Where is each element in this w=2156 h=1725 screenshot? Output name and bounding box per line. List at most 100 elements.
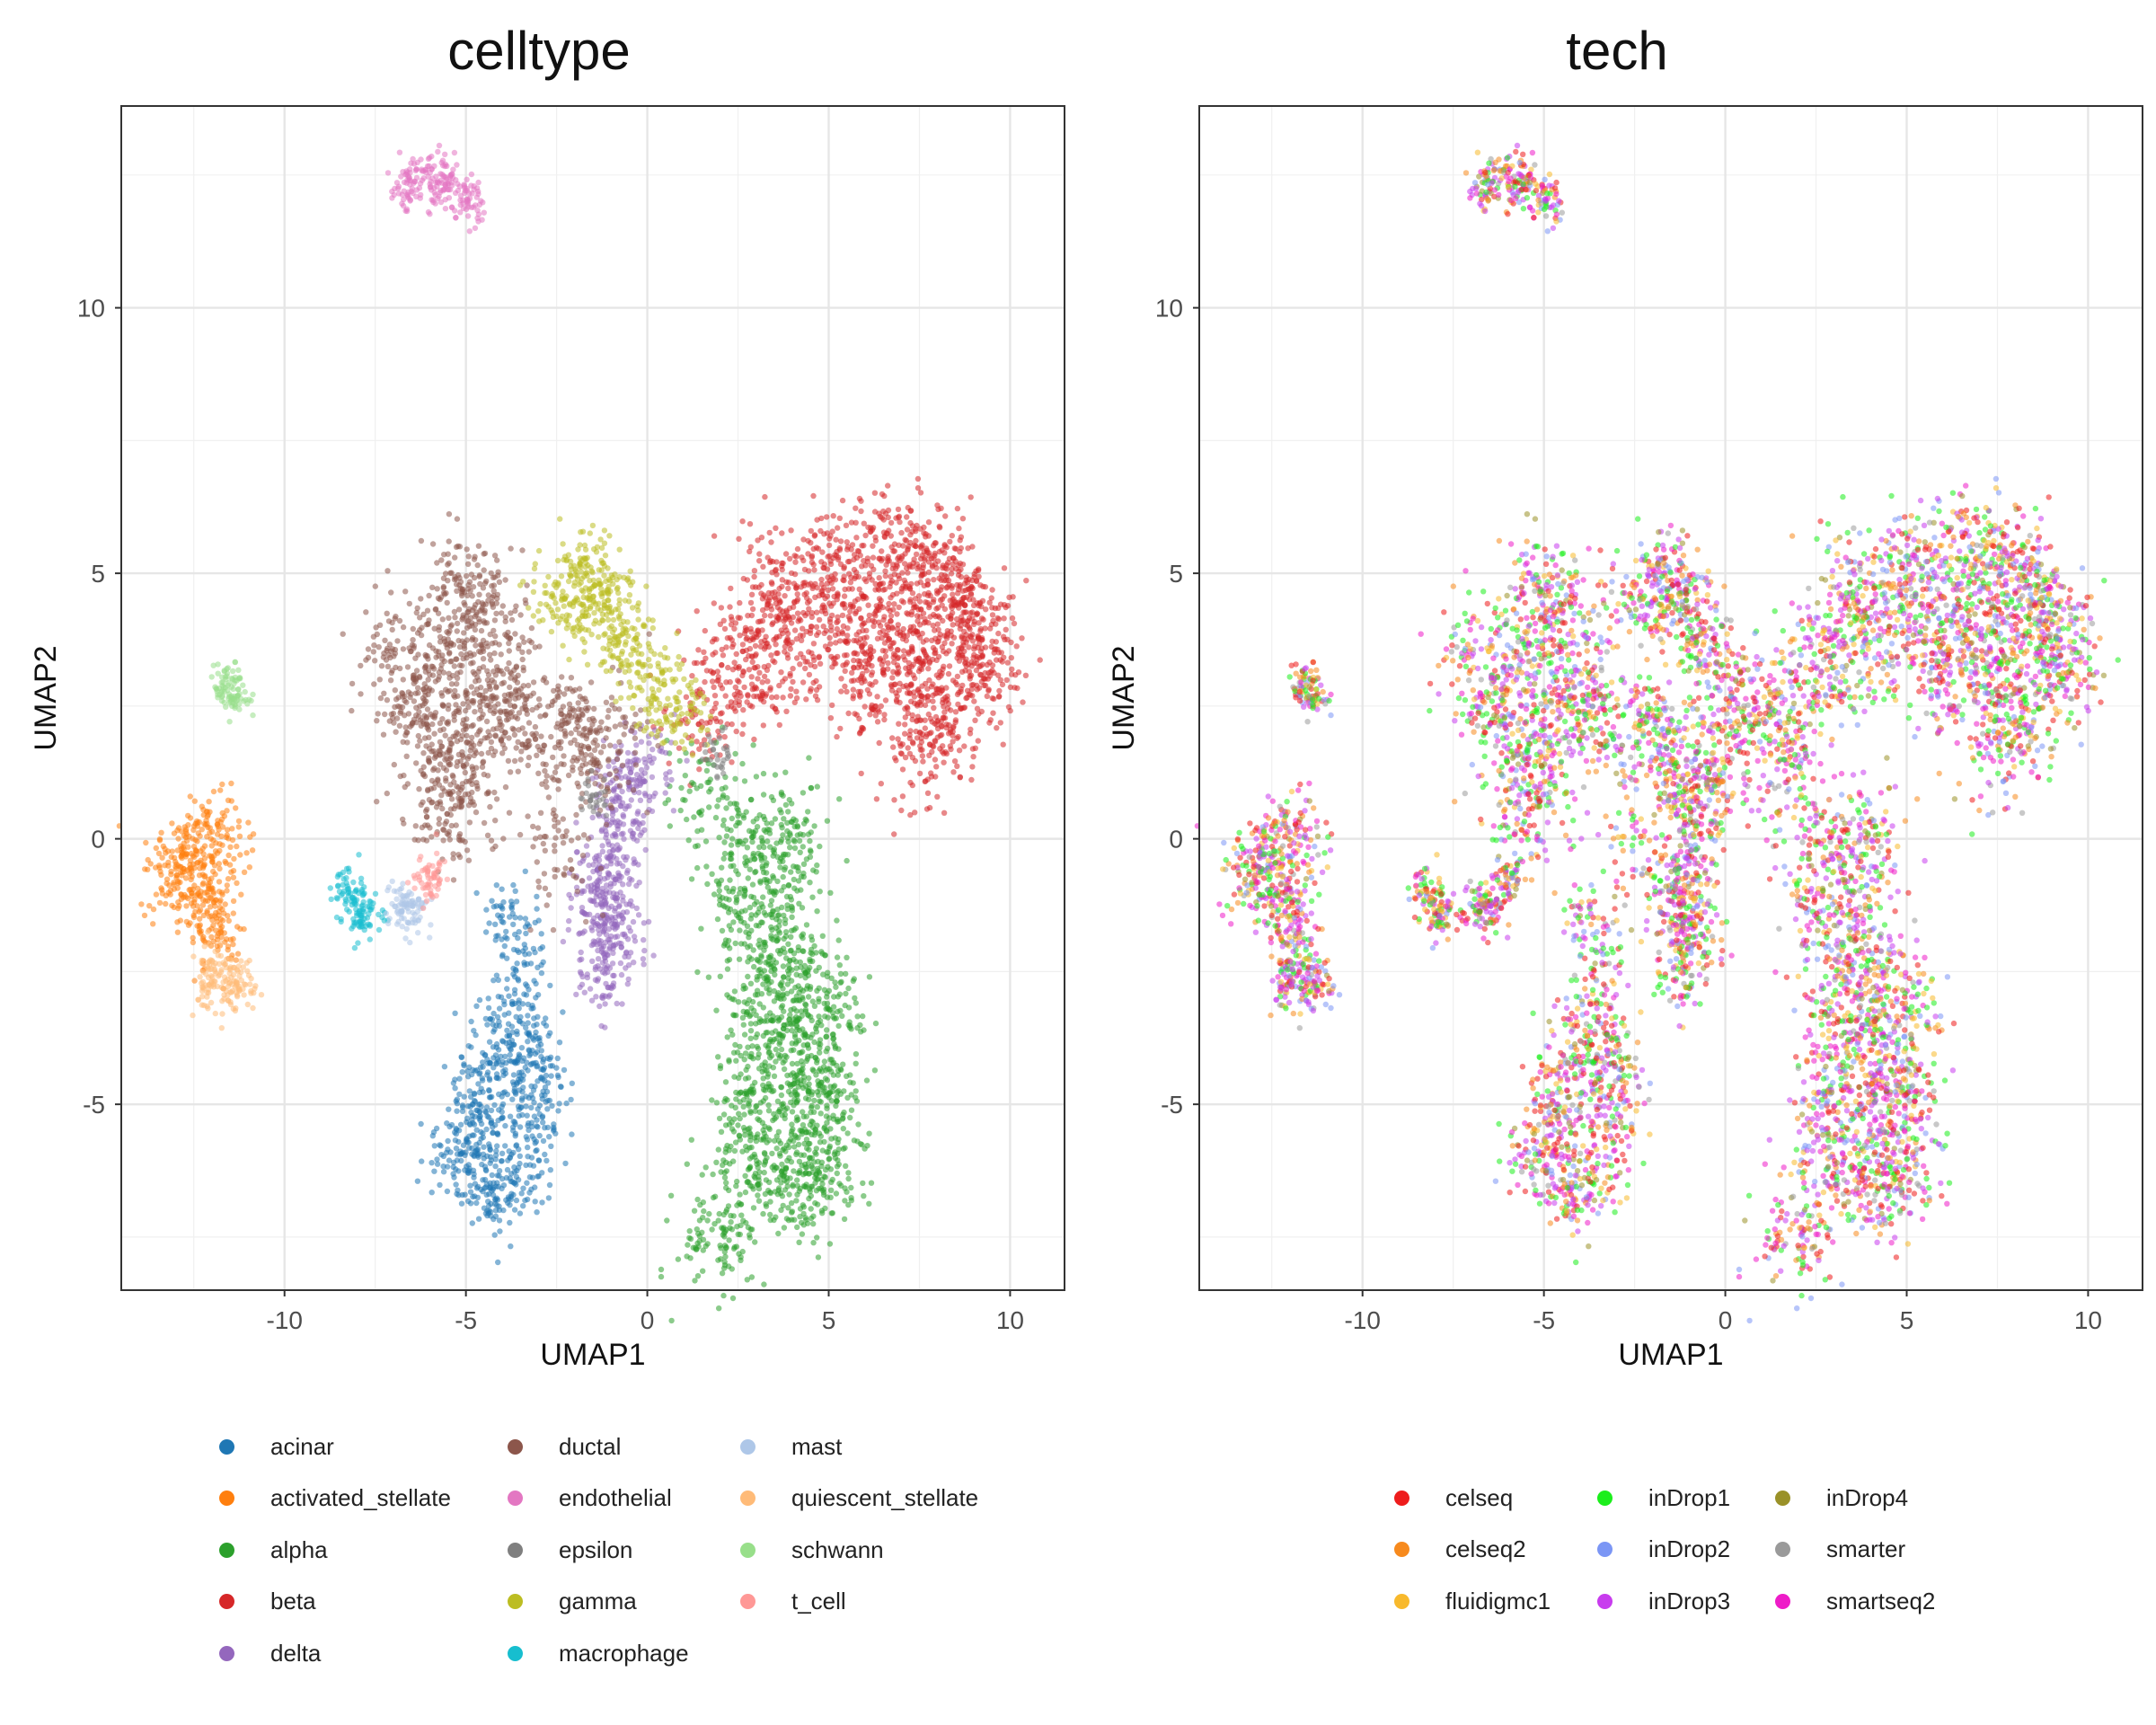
data-point-alpha — [800, 844, 806, 850]
data-point-beta — [798, 584, 804, 590]
data-point-delta — [610, 945, 616, 951]
data-point-beta — [976, 685, 983, 691]
data-point-alpha — [761, 1018, 768, 1024]
data-point-delta — [598, 827, 605, 835]
data-point-beta — [984, 693, 991, 700]
data-point-alpha — [808, 1034, 814, 1041]
data-point-alpha — [723, 805, 729, 811]
data-point-acinar — [499, 1058, 506, 1066]
data-point-acinar — [522, 1197, 528, 1204]
data-point-beta — [924, 697, 932, 703]
data-point-alpha — [717, 973, 723, 980]
data-point-alpha — [728, 1212, 734, 1219]
data-point-beta — [834, 625, 840, 632]
data-point-beta — [723, 644, 729, 650]
data-point-acinar — [496, 1217, 503, 1224]
data-point-alpha — [724, 905, 730, 911]
data-point-acinar — [569, 1080, 575, 1087]
data-point-alpha — [777, 1153, 783, 1159]
data-point-alpha — [694, 1240, 701, 1247]
data-point-alpha — [844, 857, 850, 864]
data-point-beta — [727, 604, 733, 610]
data-point-alpha — [720, 1211, 727, 1218]
data-point-acinar — [536, 1132, 543, 1139]
data-point-alpha — [780, 858, 786, 864]
data-point-alpha — [800, 861, 808, 867]
data-point-beta — [898, 750, 905, 757]
data-point-acinar — [546, 1134, 552, 1140]
data-point-beta — [874, 719, 881, 725]
data-point-beta — [732, 620, 739, 626]
data-point-delta — [573, 819, 579, 826]
data-point-alpha — [762, 1094, 769, 1101]
data-point-delta — [636, 790, 642, 796]
data-point-alpha — [794, 1191, 800, 1198]
data-point-alpha — [794, 832, 800, 838]
data-point-acinar — [524, 1180, 530, 1186]
data-point-delta — [590, 915, 597, 922]
data-point-beta — [870, 617, 876, 624]
data-point-alpha — [740, 815, 747, 821]
data-point-alpha — [727, 801, 734, 807]
data-point-beta — [849, 542, 856, 548]
data-point-beta — [1003, 677, 1010, 684]
data-point-acinar — [460, 1142, 467, 1148]
data-point-alpha — [750, 1186, 756, 1192]
data-point-acinar — [502, 1122, 508, 1129]
data-point-alpha — [812, 1199, 818, 1207]
data-point-alpha — [796, 900, 802, 907]
data-point-delta — [579, 956, 585, 962]
data-point-beta — [773, 706, 779, 712]
data-point-beta — [898, 807, 905, 814]
data-point-beta — [947, 729, 954, 735]
data-point-alpha — [781, 883, 787, 890]
data-point-beta — [907, 779, 914, 786]
data-point-beta — [806, 649, 812, 655]
data-point-alpha — [843, 990, 849, 997]
data-point-beta — [891, 571, 897, 578]
data-point-alpha — [729, 815, 735, 822]
data-point-beta — [866, 656, 873, 663]
data-point-acinar — [484, 1022, 490, 1028]
data-point-beta — [733, 650, 739, 658]
data-point-alpha — [701, 1208, 707, 1215]
data-point-beta — [927, 592, 933, 599]
data-point-alpha — [816, 1013, 822, 1020]
data-point-ductal — [365, 646, 372, 652]
data-point-alpha — [835, 1161, 842, 1168]
data-point-beta — [731, 625, 738, 632]
data-point-delta — [626, 875, 633, 882]
data-point-ductal — [469, 734, 475, 741]
data-point-alpha — [793, 1149, 800, 1155]
data-point-alpha — [747, 1035, 754, 1042]
data-point-alpha — [744, 1179, 750, 1186]
data-point-beta — [1011, 620, 1018, 627]
data-point-beta — [1007, 684, 1014, 691]
data-point-acinar — [535, 992, 542, 998]
data-point-beta — [969, 615, 976, 622]
data-point-alpha — [782, 1169, 788, 1176]
data-point-beta — [748, 674, 755, 680]
data-point-alpha — [788, 897, 795, 903]
data-point-beta — [954, 735, 960, 741]
data-point-ductal — [394, 638, 401, 644]
data-point-alpha — [773, 1046, 779, 1053]
data-point-alpha — [714, 916, 721, 923]
data-point-alpha — [753, 912, 759, 918]
data-point-beta — [932, 756, 939, 763]
data-point-beta — [817, 660, 824, 667]
data-point-acinar — [503, 928, 509, 935]
data-point-acinar — [452, 1085, 458, 1092]
data-point-beta — [870, 554, 877, 561]
data-point-beta — [676, 745, 683, 751]
data-point-beta — [993, 646, 999, 652]
data-point-alpha — [754, 987, 761, 994]
data-point-acinar — [555, 1108, 561, 1114]
data-point-alpha — [719, 927, 726, 934]
data-point-beta — [893, 579, 899, 586]
data-point-beta — [717, 719, 724, 725]
data-point-alpha — [780, 1103, 787, 1110]
data-point-beta — [959, 654, 967, 661]
data-point-alpha — [838, 978, 844, 986]
data-point-alpha — [788, 1199, 795, 1207]
